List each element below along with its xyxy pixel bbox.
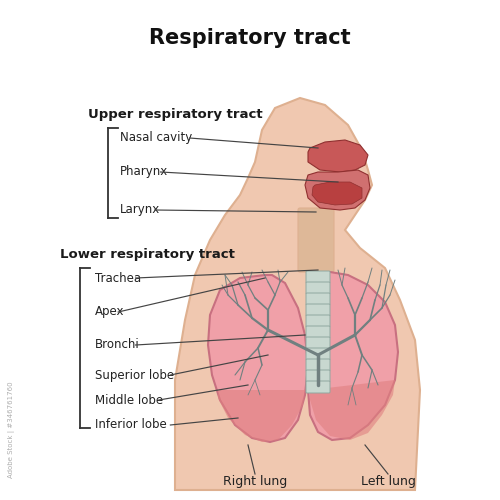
FancyBboxPatch shape	[298, 208, 334, 272]
Text: Lower respiratory tract: Lower respiratory tract	[60, 248, 235, 261]
Polygon shape	[310, 380, 395, 440]
Text: Upper respiratory tract: Upper respiratory tract	[88, 108, 262, 121]
FancyBboxPatch shape	[306, 337, 330, 349]
Polygon shape	[308, 272, 398, 440]
FancyBboxPatch shape	[306, 381, 330, 393]
Text: Trachea: Trachea	[95, 272, 141, 284]
FancyBboxPatch shape	[306, 359, 330, 371]
Text: Right lung: Right lung	[223, 475, 287, 488]
FancyBboxPatch shape	[306, 348, 330, 360]
Text: Left lung: Left lung	[360, 475, 416, 488]
Polygon shape	[175, 98, 420, 490]
FancyBboxPatch shape	[306, 271, 330, 283]
Text: Middle lobe: Middle lobe	[95, 394, 163, 406]
FancyBboxPatch shape	[306, 282, 330, 294]
Text: Respiratory tract: Respiratory tract	[149, 28, 351, 48]
Polygon shape	[308, 140, 368, 172]
Text: Bronchi: Bronchi	[95, 338, 140, 351]
Polygon shape	[305, 170, 370, 210]
FancyBboxPatch shape	[306, 293, 330, 305]
Polygon shape	[218, 390, 305, 442]
Text: Apex: Apex	[95, 306, 124, 318]
Text: Larynx: Larynx	[120, 204, 160, 216]
Text: Adobe Stock | #346761760: Adobe Stock | #346761760	[8, 382, 15, 478]
Text: Superior lobe: Superior lobe	[95, 368, 174, 382]
FancyBboxPatch shape	[306, 370, 330, 382]
FancyBboxPatch shape	[306, 315, 330, 327]
Text: Inferior lobe: Inferior lobe	[95, 418, 167, 432]
Text: Pharynx: Pharynx	[120, 166, 168, 178]
Polygon shape	[208, 275, 308, 442]
FancyBboxPatch shape	[306, 304, 330, 316]
Polygon shape	[312, 182, 362, 205]
Text: Nasal cavity: Nasal cavity	[120, 132, 192, 144]
FancyBboxPatch shape	[306, 326, 330, 338]
